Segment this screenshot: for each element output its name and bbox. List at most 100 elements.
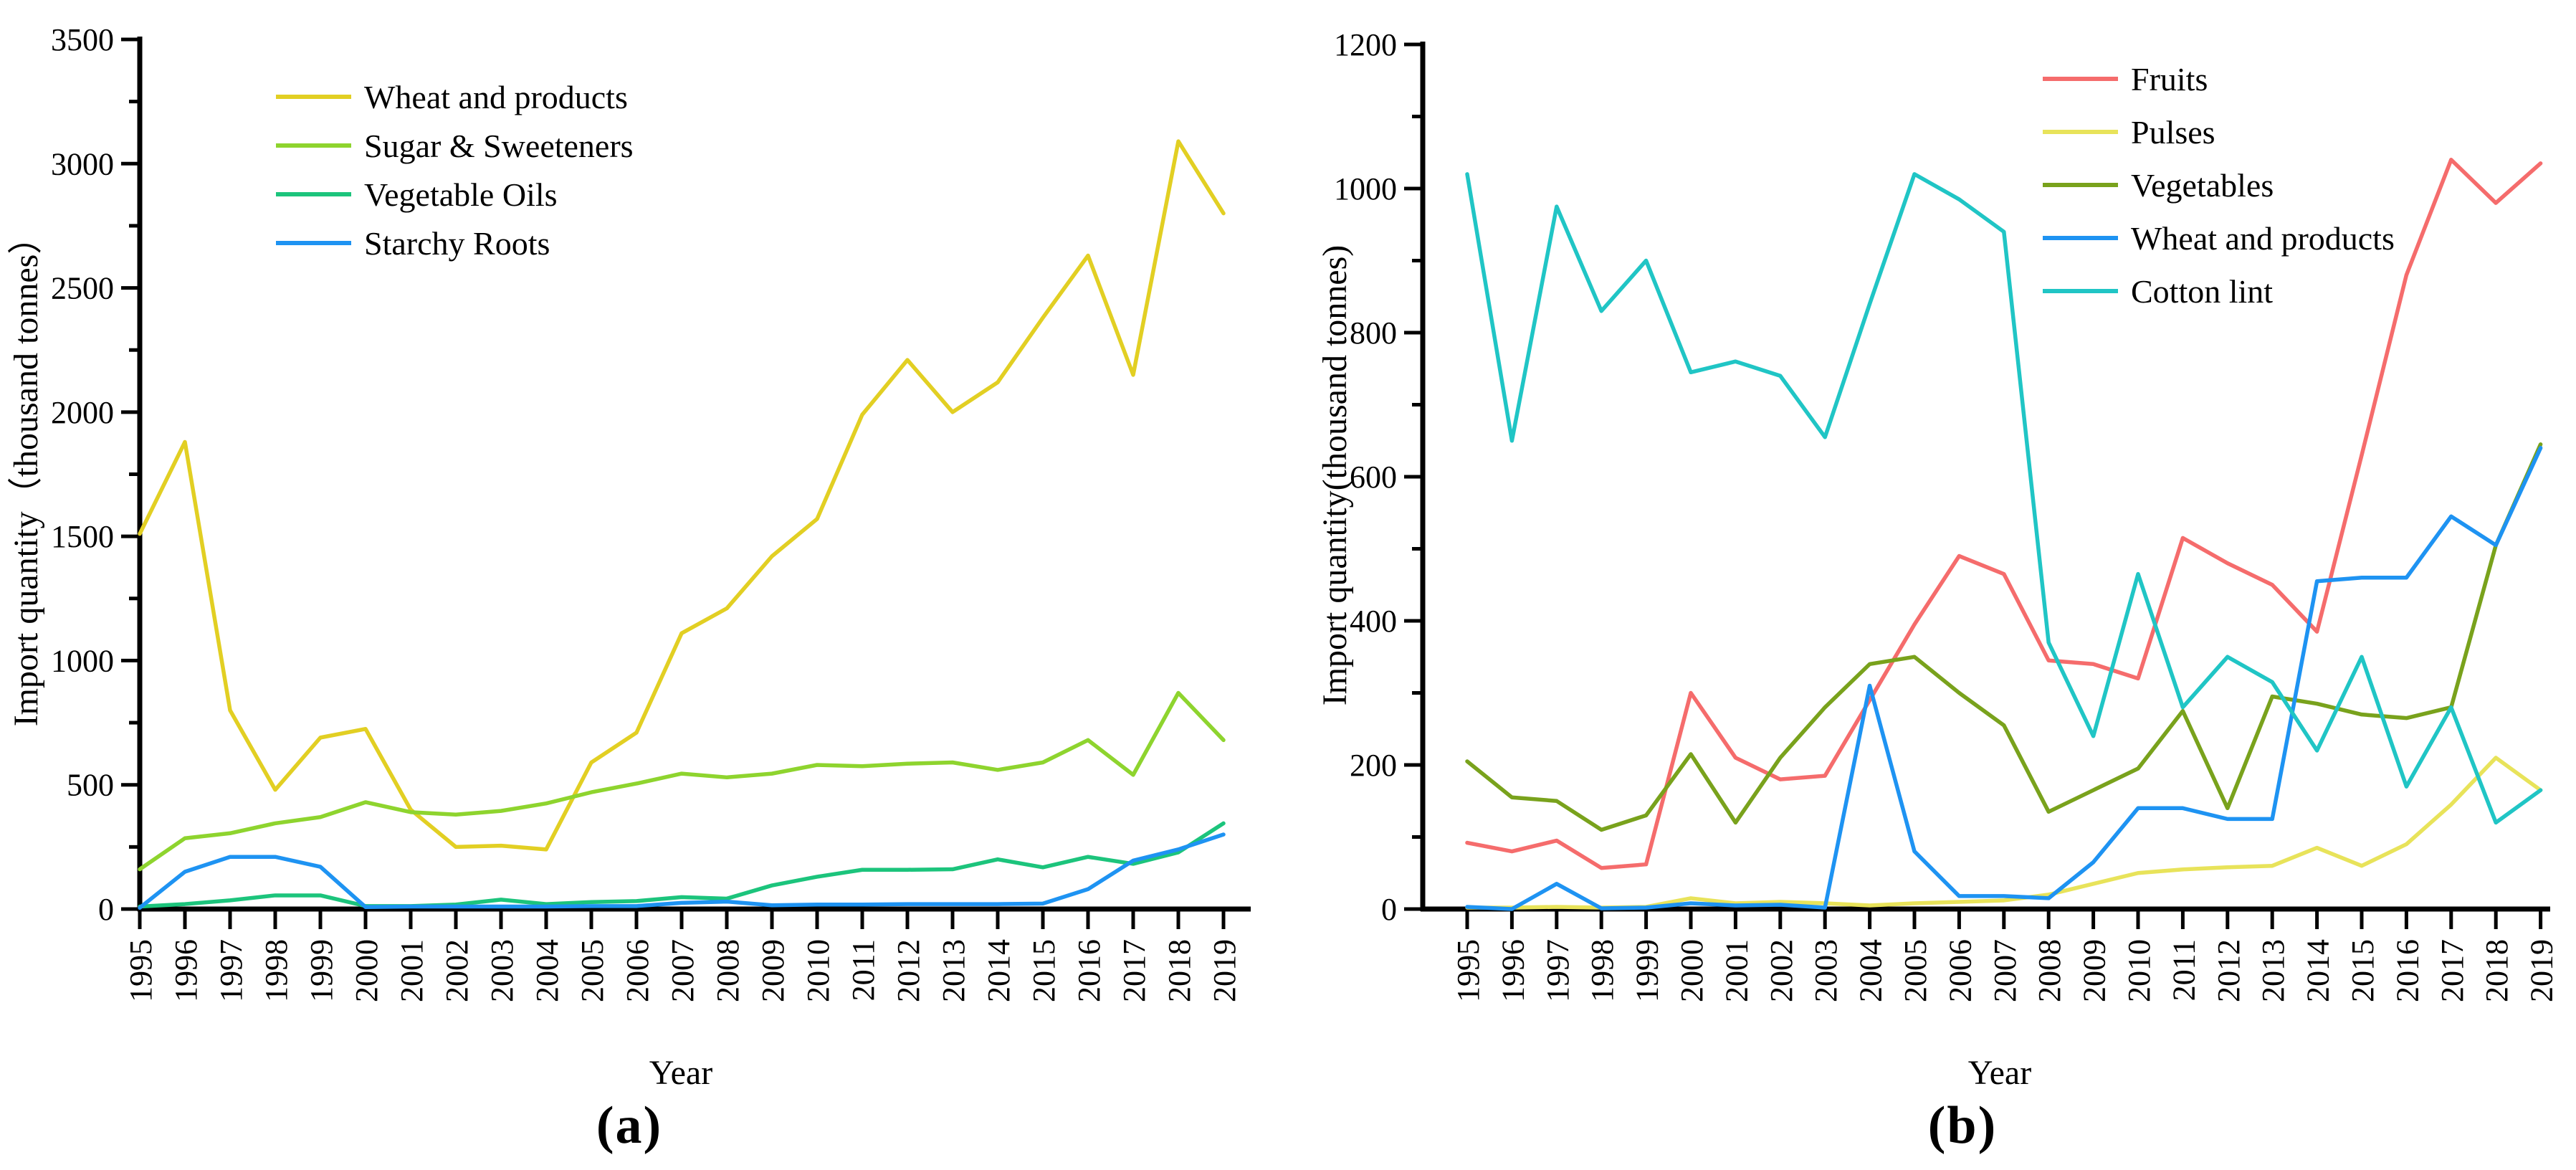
legend-label-fruits: Fruits [2131,61,2208,98]
legend-item-wheat-and-products: Wheat and products [2043,220,2395,257]
x-tick-label: 2019 [2524,939,2560,1002]
legend: Wheat and products Sugar & Sweeteners Vege… [276,79,634,262]
legend-item-fruits: Fruits [2043,61,2208,98]
y-tick-label: 800 [1350,315,1397,351]
x-tick-label: 2015 [1026,939,1062,1002]
series-line-wheat-and-products [138,139,1226,852]
x-tick-label: 2013 [2256,939,2291,1002]
y-tick-label: 3500 [51,22,114,57]
x-axis-title: Year [1968,1054,2031,1092]
x-tick-label: 2001 [394,939,429,1002]
x-tick-label: 2006 [620,939,655,1002]
x-tick-label: 2011 [846,939,881,1001]
x-tick-label: 2019 [1207,939,1242,1002]
legend-item-vegetable-oils: Vegetable Oils [276,176,558,213]
x-tick-label: 2003 [1808,939,1843,1002]
series-line-starchy-roots [138,832,1226,910]
x-tick-label: 2017 [2435,939,2470,1002]
x-tick-label: 2010 [801,939,836,1002]
x-tick-label: 2016 [2390,939,2425,1002]
y-tick-label: 200 [1350,748,1397,783]
x-tick-label: 2018 [1162,939,1197,1002]
y-tick-labels: 0 200 400 600 800 1000 1200 [1334,27,1423,927]
x-tick-label: 2002 [1764,939,1799,1002]
x-tick-label: 2003 [485,939,520,1002]
x-tick-label: 2014 [981,939,1016,1002]
x-tick-label: 2000 [1674,939,1709,1002]
legend-label-vegetables: Vegetables [2131,167,2274,204]
x-tick-label: 2014 [2301,939,2336,1002]
legend-label-starchy-roots: Starchy Roots [364,225,550,262]
series-line-vegetable-oils [138,821,1226,909]
y-axis-title: Import quantity（thousand tonnes） [7,220,45,727]
x-tick-label: 2006 [1942,939,1978,1002]
x-tick-label: 2016 [1072,939,1107,1002]
legend-label-wheat-and-products: Wheat and products [2131,220,2395,257]
x-tick-label: 2018 [2479,939,2514,1002]
y-tick-label: 1500 [51,519,114,554]
x-tick-label: 2005 [575,939,610,1002]
series-line-pulses [1465,756,2543,910]
x-tick-labels: 1995 1996 1997 1998 1999 2000 2001 2002 2003 2004… [1451,909,2560,1002]
legend-label-pulses: Pulses [2131,114,2215,151]
legend-item-sugar-sweeteners: Sugar & Sweeteners [276,128,634,164]
legend-label-vegetable-oils: Vegetable Oils [364,176,558,213]
x-tick-label: 2008 [710,939,745,1002]
x-tick-label: 1999 [304,939,339,1002]
legend-item-starchy-roots: Starchy Roots [276,225,550,262]
x-tick-label: 2009 [2077,939,2112,1002]
legend-item-cotton-lint: Cotton lint [2043,273,2273,310]
x-tick-label: 2012 [2211,939,2246,1002]
y-axis-title: Import quantity(thousand tonnes) [1316,245,1354,706]
x-tick-label: 1999 [1630,939,1665,1002]
x-tick-label: 2007 [665,939,700,1002]
x-tick-label: 2000 [349,939,384,1002]
legend-item-vegetables: Vegetables [2043,167,2274,204]
series-line-sugar-sweeteners [138,690,1226,872]
legend-item-pulses: Pulses [2043,114,2215,151]
y-tick-label: 0 [1381,892,1397,927]
y-tick-label: 2500 [51,271,114,306]
panel-a-chart: 0 500 1000 1500 2000 2500 3000 3500 1995 1996 1997… [7,22,1251,1092]
x-tick-label: 2017 [1117,939,1152,1002]
x-tick-label: 1995 [123,939,158,1002]
legend-item-wheat-and-products: Wheat and products [276,79,628,115]
x-tick-label: 1996 [1495,939,1530,1002]
x-tick-label: 2013 [936,939,971,1002]
x-tick-label: 2012 [891,939,926,1002]
x-tick-label: 2011 [2166,939,2201,1001]
x-tick-label: 2001 [1719,939,1754,1002]
x-tick-label: 2010 [2122,939,2157,1002]
x-axis-title: Year [649,1054,712,1092]
x-tick-label: 2004 [1854,939,1889,1002]
y-tick-label: 3000 [51,146,114,181]
y-tick-label: 1200 [1334,27,1397,62]
series-line-wheat-and-products [1465,446,2543,911]
x-tick-label: 1998 [259,939,294,1002]
x-tick-label: 2009 [755,939,791,1002]
x-tick-label: 2007 [1988,939,2023,1002]
y-tick-label: 400 [1350,604,1397,639]
x-tick-label: 2004 [530,939,565,1002]
y-tick-label: 2000 [51,395,114,430]
y-tick-label: 0 [98,892,114,927]
x-tick-label: 2005 [1898,939,1933,1002]
x-tick-label: 1998 [1585,939,1620,1002]
x-tick-labels: 1995 1996 1997 1998 1999 2000 2001 2002 2003 2004… [123,909,1242,1002]
y-tick-label: 500 [67,768,114,803]
y-tick-label: 600 [1350,460,1397,495]
series-line-fruits [1465,158,2543,870]
y-tick-label: 1000 [1334,171,1397,206]
x-tick-label: 1997 [214,939,249,1002]
x-tick-label: 2008 [2032,939,2067,1002]
legend: Fruits Pulses Vegetables Wheat and products… [2043,61,2395,310]
y-tick-label: 1000 [51,643,114,678]
legend-label-wheat-and-products: Wheat and products [364,79,628,115]
x-tick-label: 2002 [439,939,474,1002]
x-tick-label: 1996 [168,939,204,1002]
legend-label-cotton-lint: Cotton lint [2131,273,2273,310]
panel-b-caption: (b) [1927,1096,1998,1155]
